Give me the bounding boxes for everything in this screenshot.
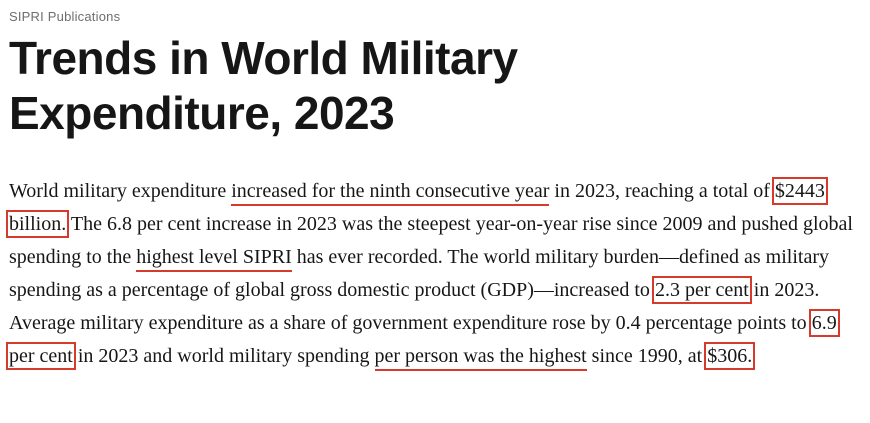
text-segment: in 2023, reaching a total of xyxy=(549,180,775,203)
text-segment: has ever recorded. The world military bu… xyxy=(9,246,829,302)
annotation-box: 6.9 per cent xyxy=(6,309,840,371)
page-title-line-2: Expenditure, 2023 xyxy=(9,87,395,140)
page-title: Trends in World Military Expenditure, 20… xyxy=(9,31,858,141)
body-paragraph: World military expenditure increased for… xyxy=(6,175,858,373)
text-segment: in 2023 and world military spending xyxy=(72,345,375,368)
annotation-box: $2443 billion. xyxy=(6,177,828,239)
annotation-underline: per person was the highest xyxy=(374,345,587,372)
text-segment: in 2023. Average military expenditure as… xyxy=(9,279,820,335)
publication-page: SIPRI Publications Trends in World Milit… xyxy=(6,9,858,373)
text-segment: since 1990, at xyxy=(586,345,708,368)
annotation-underline: increased for the ninth consecutive year xyxy=(231,180,550,207)
text-segment: World military expenditure xyxy=(9,180,232,203)
publication-kicker: SIPRI Publications xyxy=(9,9,121,24)
annotation-underline: highest level SIPRI xyxy=(136,246,292,273)
annotation-box: $306. xyxy=(704,342,756,371)
text-segment: The 6.8 per cent increase in 2023 was th… xyxy=(9,213,853,269)
page-title-line-1: Trends in World Military xyxy=(9,32,518,84)
annotation-box: 2.3 per cent xyxy=(651,276,752,305)
